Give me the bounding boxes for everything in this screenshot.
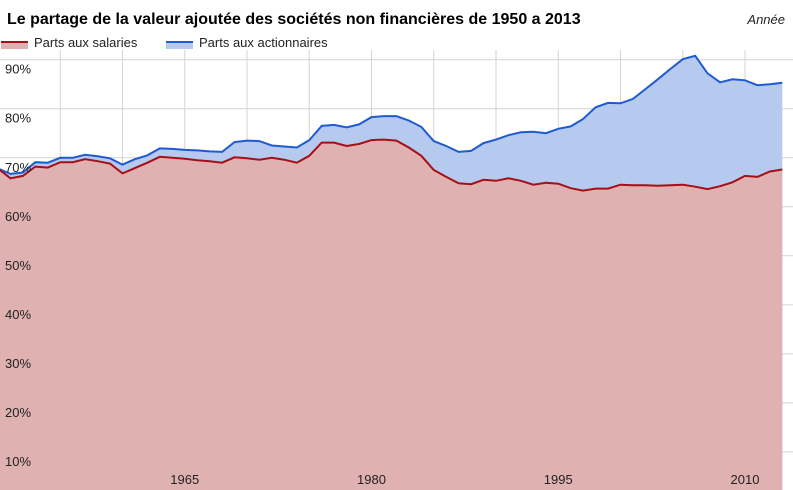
legend-label-actionnaires: Parts aux actionnaires (199, 35, 328, 50)
legend-swatch-salaries (1, 42, 28, 49)
y-tick-label: 60% (5, 209, 31, 224)
series-area-salaries (0, 139, 783, 490)
y-tick-label: 10% (5, 454, 31, 469)
legend-item-salaries[interactable]: Parts aux salaries (1, 35, 138, 50)
x-tick-label: 1980 (357, 472, 386, 487)
y-tick-label: 40% (5, 307, 31, 322)
x-axis-name: Année (746, 12, 785, 27)
x-tick-label: 1995 (544, 472, 573, 487)
y-tick-label: 50% (5, 258, 31, 273)
y-tick-label: 20% (5, 405, 31, 420)
series-line-actionnaires (0, 54, 783, 175)
y-axis-tick-labels: 10% 20% 30% 40% 50% 60% 70% 80% 90% (5, 62, 31, 469)
series-line-salaries (0, 138, 783, 192)
legend: Parts aux salaries Parts aux actionnaire… (1, 35, 328, 50)
x-tick-label: 1965 (170, 472, 199, 487)
legend-swatch-actionnaires (166, 42, 193, 49)
y-tick-label: 30% (5, 356, 31, 371)
legend-label-salaries: Parts aux salaries (34, 35, 138, 50)
x-axis-tick-labels: 1965 1980 1995 2010 (170, 472, 759, 487)
legend-item-actionnaires[interactable]: Parts aux actionnaires (166, 35, 328, 50)
y-tick-label: 80% (5, 111, 31, 126)
y-tick-label: 90% (5, 62, 31, 77)
chart-title: Le partage de la valeur ajoutée des soci… (7, 11, 581, 28)
header-background (0, 0, 793, 50)
x-tick-label: 2010 (731, 472, 760, 487)
y-tick-label: 70% (5, 160, 31, 175)
